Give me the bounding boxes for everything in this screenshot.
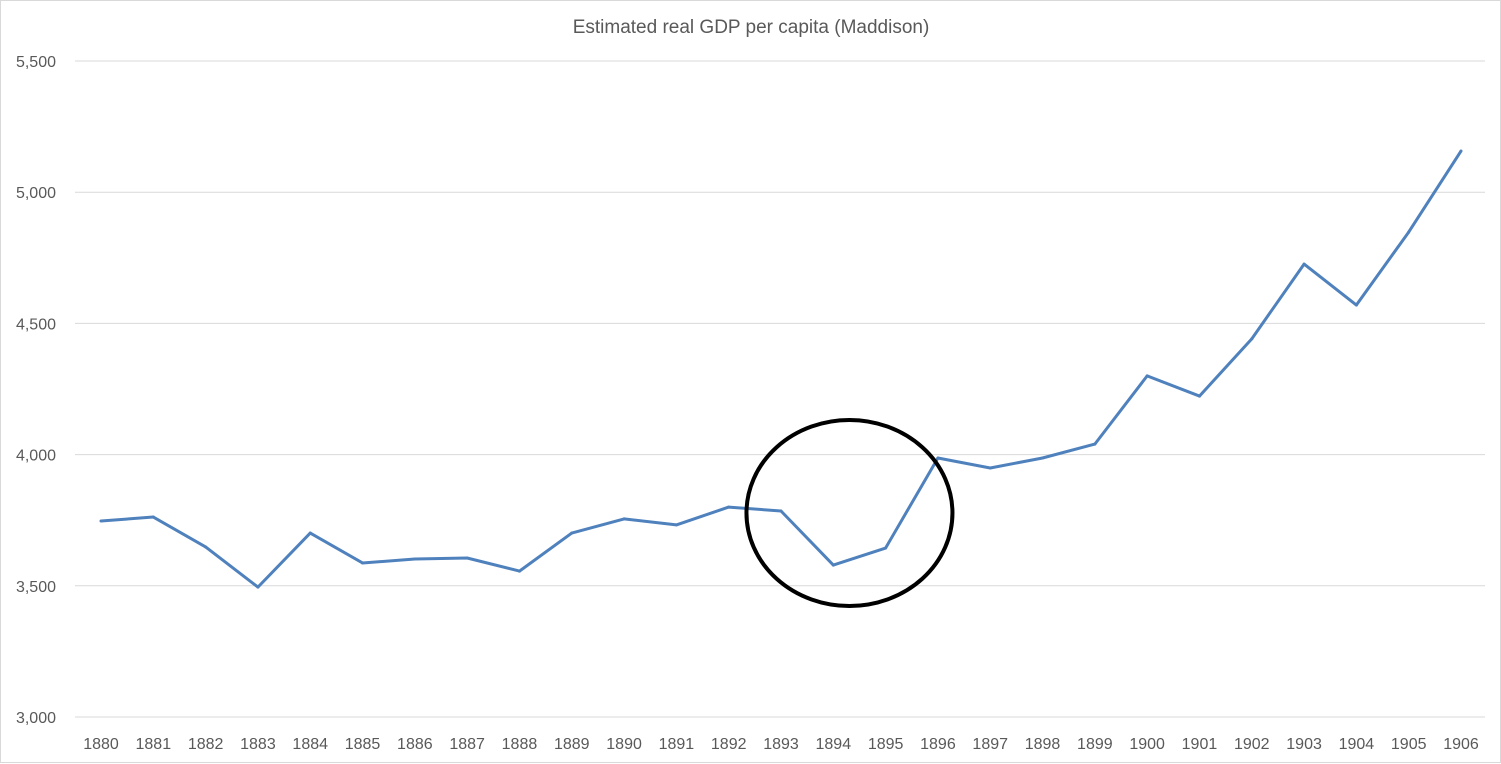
x-tick-label: 1900 bbox=[1129, 736, 1165, 753]
data-point-1902 bbox=[1250, 337, 1254, 341]
chart-title: Estimated real GDP per capita (Maddison) bbox=[573, 17, 930, 38]
data-point-1889 bbox=[570, 531, 574, 535]
x-tick-label: 1893 bbox=[763, 736, 799, 753]
data-point-1886 bbox=[413, 557, 417, 561]
data-point-1880 bbox=[99, 519, 103, 523]
data-point-1896 bbox=[936, 456, 940, 460]
data-point-1899 bbox=[1093, 442, 1097, 446]
data-point-1905 bbox=[1407, 230, 1411, 234]
y-tick-label: 3,000 bbox=[16, 710, 56, 727]
data-point-1894 bbox=[831, 563, 835, 567]
y-tick-label: 3,500 bbox=[16, 579, 56, 596]
x-tick-label: 1901 bbox=[1182, 736, 1218, 753]
x-tick-label: 1890 bbox=[606, 736, 642, 753]
x-tick-label: 1897 bbox=[972, 736, 1008, 753]
x-tick-label: 1895 bbox=[868, 736, 904, 753]
x-tick-label: 1886 bbox=[397, 736, 433, 753]
data-point-1901 bbox=[1197, 394, 1201, 398]
data-point-1882 bbox=[204, 545, 208, 549]
x-tick-label: 1894 bbox=[816, 736, 852, 753]
x-tick-label: 1904 bbox=[1339, 736, 1375, 753]
y-tick-label: 5,000 bbox=[16, 185, 56, 202]
data-point-1891 bbox=[674, 523, 678, 527]
x-tick-label: 1891 bbox=[659, 736, 695, 753]
data-point-1893 bbox=[779, 509, 783, 513]
x-tick-label: 1881 bbox=[136, 736, 172, 753]
data-point-1883 bbox=[256, 585, 260, 589]
x-tick-label: 1906 bbox=[1443, 736, 1479, 753]
x-tick-label: 1892 bbox=[711, 736, 747, 753]
x-tick-label: 1885 bbox=[345, 736, 381, 753]
data-point-1904 bbox=[1354, 303, 1358, 307]
data-point-1900 bbox=[1145, 374, 1149, 378]
data-point-1906 bbox=[1459, 149, 1463, 153]
x-tick-label: 1905 bbox=[1391, 736, 1427, 753]
data-point-1887 bbox=[465, 556, 469, 560]
x-tick-label: 1903 bbox=[1286, 736, 1322, 753]
annotation-circle bbox=[744, 418, 955, 608]
data-point-1892 bbox=[727, 505, 731, 509]
x-tick-label: 1889 bbox=[554, 736, 590, 753]
x-tick-label: 1902 bbox=[1234, 736, 1270, 753]
x-tick-label: 1888 bbox=[502, 736, 538, 753]
x-tick-label: 1880 bbox=[83, 736, 119, 753]
y-tick-label: 4,500 bbox=[16, 316, 56, 333]
y-tick-label: 5,500 bbox=[16, 54, 56, 71]
x-tick-label: 1887 bbox=[449, 736, 485, 753]
x-tick-label: 1898 bbox=[1025, 736, 1061, 753]
data-point-1898 bbox=[1041, 456, 1045, 460]
data-point-1885 bbox=[361, 561, 365, 565]
data-point-1897 bbox=[988, 466, 992, 470]
data-point-1890 bbox=[622, 517, 626, 521]
y-tick-label: 4,000 bbox=[16, 448, 56, 465]
x-tick-label: 1883 bbox=[240, 736, 276, 753]
data-point-1888 bbox=[517, 569, 521, 573]
x-tick-label: 1896 bbox=[920, 736, 956, 753]
data-point-1884 bbox=[308, 531, 312, 535]
data-point-1881 bbox=[151, 515, 155, 519]
x-tick-label: 1884 bbox=[292, 736, 328, 753]
x-tick-label: 1899 bbox=[1077, 736, 1113, 753]
x-tick-label: 1882 bbox=[188, 736, 224, 753]
data-point-1903 bbox=[1302, 262, 1306, 266]
gdp-series-line bbox=[100, 150, 1463, 589]
data-point-1895 bbox=[884, 546, 888, 550]
